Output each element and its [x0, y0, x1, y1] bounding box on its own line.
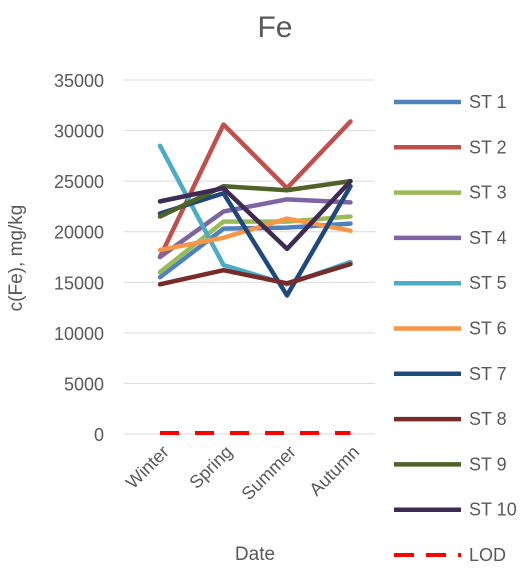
legend-label: LOD [469, 545, 506, 565]
plot-series [157, 119, 353, 435]
legend-label: ST 1 [469, 92, 507, 112]
y-tick-labels: 0 5000 10000 15000 20000 25000 30000 35000 [54, 71, 104, 445]
legend-label: ST 7 [469, 364, 507, 384]
y-axis-label: c(Fe), mg/kg [6, 205, 27, 312]
legend-label: ST 6 [469, 319, 507, 339]
y-tick-label: 10000 [54, 324, 104, 344]
y-tick-label: 0 [94, 425, 104, 445]
y-tick-label: 15000 [54, 273, 104, 293]
legend-label: ST 4 [469, 228, 507, 248]
series-line [157, 178, 353, 252]
y-tick-label: 30000 [54, 122, 104, 142]
legend: ST 1 ST 2 ST 3 ST 4 ST 5 ST 6 ST 7 ST 8 ST 9 ST 1… [394, 92, 517, 565]
legend-label: ST 10 [469, 500, 517, 520]
legend-label: ST 3 [469, 183, 507, 203]
y-tick-label: 35000 [54, 71, 104, 91]
chart-title: Fe [257, 11, 292, 44]
legend-label: ST 2 [469, 137, 507, 157]
legend-label: ST 8 [469, 409, 507, 429]
series-line [157, 216, 353, 253]
series-line [157, 197, 353, 260]
series-line [157, 119, 353, 260]
legend-label: ST 9 [469, 454, 507, 474]
x-axis-label: Date [235, 544, 275, 565]
series-line [157, 178, 353, 219]
y-tick-label: 5000 [64, 374, 104, 394]
legend-label: ST 5 [469, 273, 507, 293]
y-tick-label: 20000 [54, 223, 104, 243]
y-tick-label: 25000 [54, 172, 104, 192]
series-line [157, 261, 353, 287]
